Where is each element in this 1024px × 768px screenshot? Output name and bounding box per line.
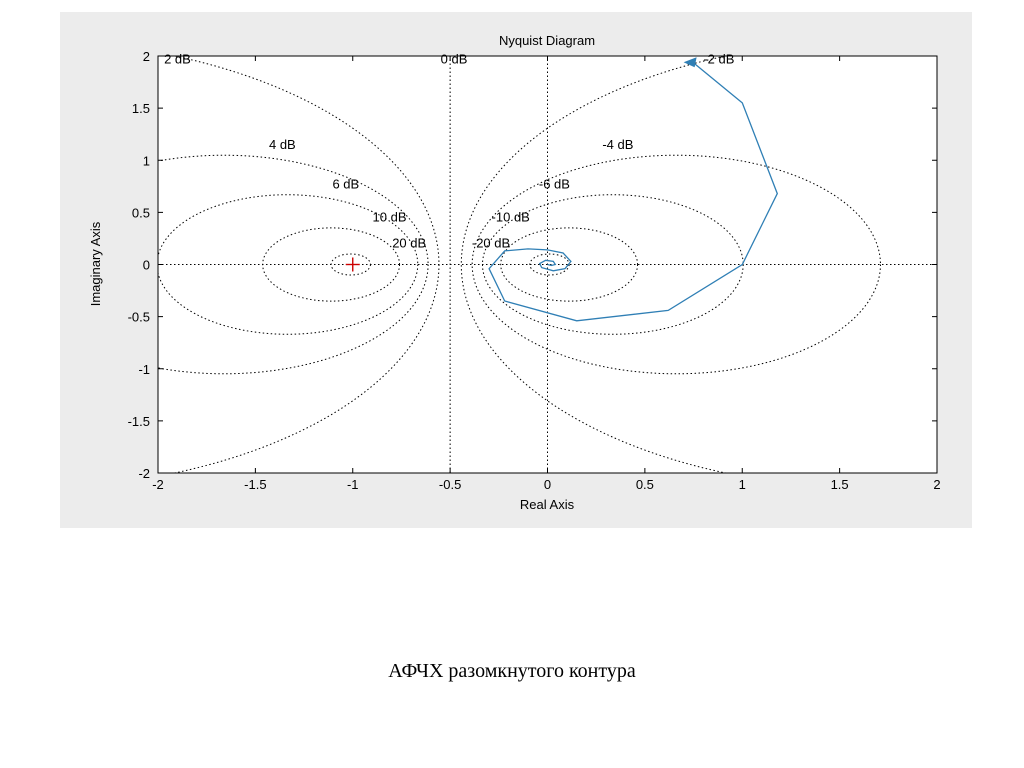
y-tick-label: -2 bbox=[138, 466, 150, 481]
m-circle-neg4 bbox=[471, 154, 881, 375]
db-label-neg6: -6 dB bbox=[539, 176, 570, 191]
x-tick-label: 1.5 bbox=[831, 477, 849, 492]
y-tick-label: -1 bbox=[138, 362, 150, 377]
db-label-group: 2 dB 4 dB 6 dB 10 dB 20 dB -2 dB -4 dB -6 dB -10… bbox=[164, 51, 734, 250]
db-label-neg20: -20 dB bbox=[472, 236, 510, 251]
y-axis-label: Imaginary Axis bbox=[88, 221, 103, 306]
y-tick-label: 0.5 bbox=[132, 205, 150, 220]
x-tick-label: 1 bbox=[739, 477, 746, 492]
m-circle-10 bbox=[262, 227, 401, 302]
y-tick-label: 1.5 bbox=[132, 101, 150, 116]
db-label-neg4: -4 dB bbox=[602, 137, 633, 152]
x-tick-label: -0.5 bbox=[439, 477, 461, 492]
x-tick-label: 2 bbox=[933, 477, 940, 492]
x-tick-label: 0 bbox=[544, 477, 551, 492]
db-label-6: 6 dB bbox=[332, 176, 359, 191]
m-circle-neg6 bbox=[481, 194, 744, 335]
x-tick-label: 0.5 bbox=[636, 477, 654, 492]
m-circle-6 bbox=[158, 194, 419, 335]
axis-ticks: -2 -1.5 -1 -0.5 0 0.5 1 1.5 2 2 1.5 1 0.5 0 -0.5 -1 -1.5… bbox=[128, 49, 941, 492]
curve-direction-arrow bbox=[683, 57, 697, 68]
y-tick-label: 2 bbox=[143, 49, 150, 64]
nyquist-curve bbox=[488, 60, 779, 322]
db-label-2: 2 dB bbox=[164, 51, 191, 66]
db-label-neg2: -2 dB bbox=[703, 51, 734, 66]
nyquist-chart: -2 -1.5 -1 -0.5 0 0.5 1 1.5 2 2 1.5 1 0.5 0 -0.5 -1 -1.5… bbox=[88, 33, 941, 512]
x-tick-label: -1 bbox=[347, 477, 359, 492]
figure-caption: АФЧХ разомкнутого контура bbox=[388, 660, 636, 682]
db-label-neg10: -10 dB bbox=[492, 210, 530, 225]
y-tick-label: 1 bbox=[143, 153, 150, 168]
m-circle-neg10 bbox=[500, 227, 639, 302]
db-label-20: 20 dB bbox=[392, 236, 426, 251]
y-tick-label: -0.5 bbox=[128, 310, 150, 325]
chart-figure: -2 -1.5 -1 -0.5 0 0.5 1 1.5 2 2 1.5 1 0.5 0 -0.5 -1 -1.5… bbox=[60, 12, 972, 528]
db-label-4: 4 dB bbox=[269, 137, 296, 152]
chart-title: Nyquist Diagram bbox=[499, 33, 595, 48]
db-label-0: 0 dB bbox=[441, 51, 468, 66]
m-circle-4 bbox=[158, 154, 429, 375]
m-circle-2 bbox=[172, 56, 440, 473]
x-axis-label: Real Axis bbox=[520, 497, 575, 512]
x-tick-label: -1.5 bbox=[244, 477, 266, 492]
y-tick-label: 0 bbox=[143, 258, 150, 273]
db-label-10: 10 dB bbox=[373, 210, 407, 225]
x-tick-label: -2 bbox=[152, 477, 164, 492]
y-tick-label: -1.5 bbox=[128, 414, 150, 429]
series-group bbox=[345, 57, 779, 322]
m-circle-20 bbox=[330, 253, 371, 276]
